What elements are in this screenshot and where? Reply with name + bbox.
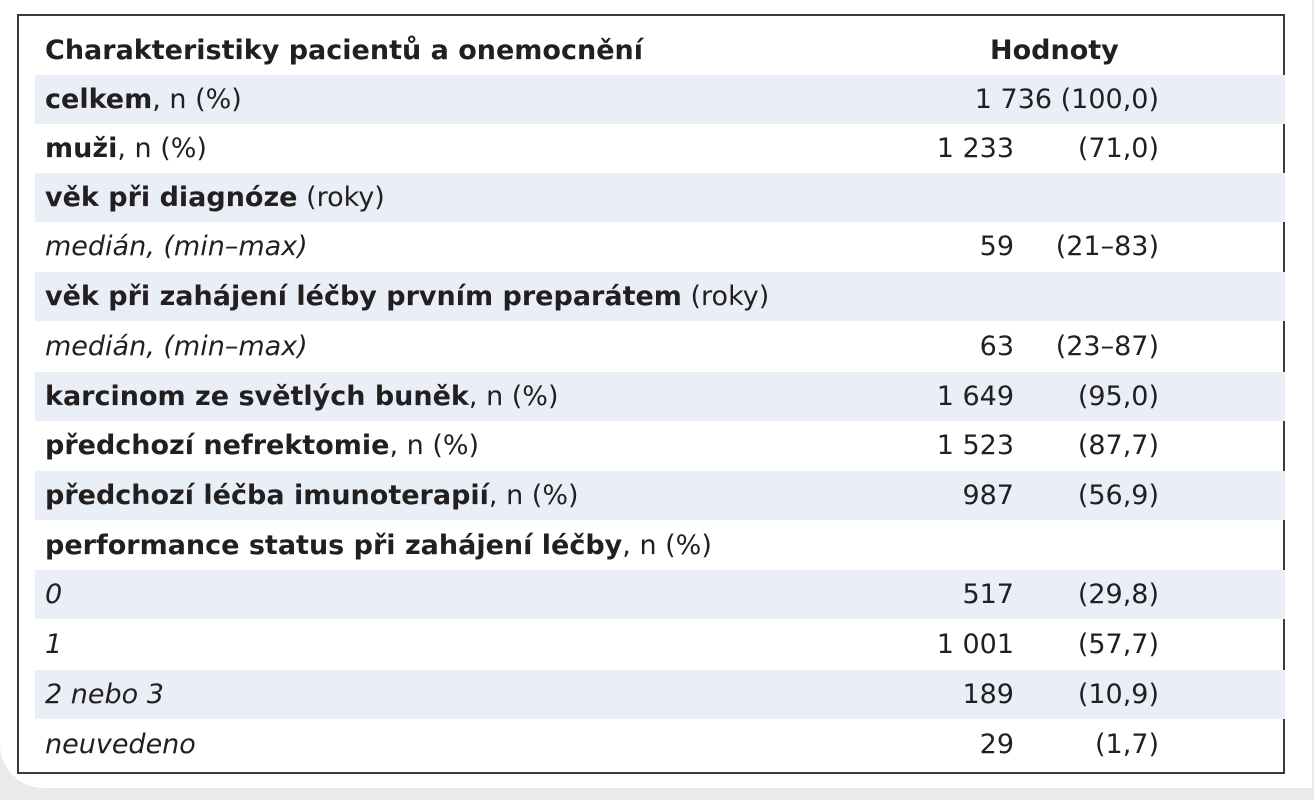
row-label: neuvedeno [45, 729, 196, 760]
row-count: 1 523 [936, 430, 1014, 461]
row-count: 517 [962, 579, 1014, 610]
row-percent: (87,7) [1077, 430, 1159, 461]
table-row: věk při zahájení léčby prvním preparátem… [35, 272, 1285, 321]
table-row: věk při diagnóze (roky) [35, 173, 1285, 222]
row-label: předchozí léčba imunoterapií, n (%) [45, 480, 579, 511]
row-count: 1 649 [936, 381, 1014, 412]
row-label: předchozí nefrektomie, n (%) [45, 430, 480, 461]
row-count: 987 [962, 480, 1014, 511]
row-label: věk při zahájení léčby prvním preparátem… [45, 281, 770, 312]
row-percent: (56,9) [1077, 480, 1159, 511]
row-label: medián, (min–max) [45, 231, 308, 262]
row-label: muži, n (%) [45, 133, 207, 164]
row-value: 1 736 (100,0) [974, 84, 1159, 115]
table-row: předchozí léčba imunoterapií, n (%) 987 … [35, 471, 1285, 520]
table-row: medián, (min–max) 59 (21–83) [35, 222, 1285, 271]
row-percent: (95,0) [1077, 381, 1159, 412]
row-count: 59 [979, 231, 1014, 262]
row-percent: (71,0) [1077, 133, 1159, 164]
row-label: performance status při zahájení léčby, n… [45, 530, 712, 561]
row-count: 29 [979, 729, 1014, 760]
row-percent: (23–87) [1055, 331, 1159, 362]
table-row: předchozí nefrektomie, n (%) 1 523 (87,7… [35, 421, 1285, 470]
header-characteristics: Charakteristiky pacientů a onemocnění [45, 35, 643, 66]
row-count: 1 001 [936, 629, 1014, 660]
table-row: neuvedeno 29 (1,7) [35, 720, 1285, 769]
row-label: věk při diagnóze (roky) [45, 182, 385, 213]
table-row: karcinom ze světlých buněk, n (%) 1 649 … [35, 372, 1285, 421]
table-row: 2 nebo 3 189 (10,9) [35, 670, 1285, 719]
row-percent: (21–83) [1055, 231, 1159, 262]
row-count: 1 233 [936, 133, 1014, 164]
header-values: Hodnoty [990, 35, 1119, 66]
row-percent: (57,7) [1077, 629, 1159, 660]
row-count: 189 [962, 679, 1014, 710]
row-label: medián, (min–max) [45, 331, 308, 362]
table-row: 1 1 001 (57,7) [35, 620, 1285, 669]
table-row: celkem, n (%) 1 736 (100,0) [35, 75, 1285, 124]
table-header: Charakteristiky pacientů a onemocnění Ho… [35, 26, 1285, 75]
table-row: muži, n (%) 1 233 (71,0) [35, 124, 1285, 173]
table-row: performance status při zahájení léčby, n… [35, 521, 1285, 570]
table-row: 0 517 (29,8) [35, 570, 1285, 619]
row-count: 63 [979, 331, 1014, 362]
row-label: 1 [45, 629, 63, 660]
row-percent: (29,8) [1077, 579, 1159, 610]
row-label: celkem, n (%) [45, 84, 242, 115]
row-percent: (1,7) [1094, 729, 1159, 760]
row-percent: (10,9) [1077, 679, 1159, 710]
table-row: medián, (min–max) 63 (23–87) [35, 322, 1285, 371]
row-label: 0 [45, 579, 63, 610]
row-label: 2 nebo 3 [45, 679, 164, 710]
row-label: karcinom ze světlých buněk, n (%) [45, 381, 559, 412]
